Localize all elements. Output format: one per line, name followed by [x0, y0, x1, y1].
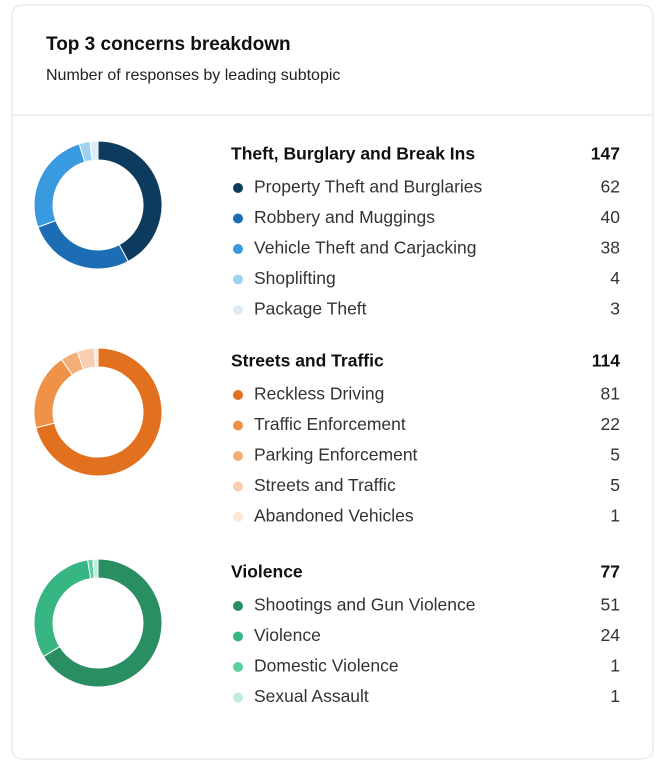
group-title: Streets and Traffic [231, 351, 384, 371]
legend-dot [233, 183, 243, 193]
legend-dot [233, 631, 243, 642]
legend-value: 51 [601, 595, 620, 615]
legend-dot [233, 390, 243, 400]
legend-value: 1 [610, 506, 620, 526]
legend-dot [233, 274, 243, 285]
legend-value: 22 [601, 414, 620, 434]
legend-label: Sexual Assault [254, 686, 369, 706]
legend-label: Shootings and Gun Violence [254, 595, 476, 615]
legend-label: Domestic Violence [254, 656, 399, 676]
donut-segment [42, 558, 163, 688]
donut-segment [92, 558, 99, 579]
legend-dot [233, 420, 243, 431]
group-total: 114 [592, 351, 620, 371]
legend-dot [233, 692, 243, 703]
legend-dot [233, 662, 243, 672]
legend-label: Reckless Driving [254, 384, 384, 404]
legend-dot [233, 512, 243, 522]
legend-value: 1 [610, 656, 620, 676]
legend-value: 24 [601, 625, 621, 645]
legend-value: 4 [610, 268, 620, 288]
legend-label: Streets and Traffic [254, 475, 396, 495]
legend-label: Robbery and Muggings [254, 207, 435, 227]
legend-value: 1 [610, 686, 620, 706]
legend-value: 38 [601, 238, 620, 258]
legend-value: 3 [610, 299, 620, 319]
group-total: 147 [591, 144, 620, 164]
card-border [11, 4, 654, 760]
group-total: 77 [601, 562, 620, 582]
legend-label: Traffic Enforcement [254, 414, 406, 434]
legend-dot [233, 213, 243, 224]
legend-dot [233, 601, 243, 611]
legend-dot [233, 305, 243, 315]
legend-value: 81 [601, 384, 620, 404]
legend-label: Vehicle Theft and Carjacking [254, 238, 476, 258]
legend-label: Abandoned Vehicles [254, 506, 414, 526]
legend-label: Package Theft [254, 299, 367, 319]
legend-dot [233, 244, 243, 254]
legend-label: Property Theft and Burglaries [254, 177, 483, 197]
donut-segment [89, 140, 99, 161]
donut-segment [93, 347, 99, 368]
group-title: Theft, Burglary and Break Ins [231, 144, 475, 164]
legend-value: 5 [610, 445, 620, 465]
legend-label: Parking Enforcement [254, 445, 418, 465]
card-title: Top 3 concerns breakdown [46, 34, 291, 55]
legend-value: 40 [601, 207, 621, 227]
donut-segment [35, 347, 163, 477]
card-subtitle: Number of responses by leading subtopic [46, 67, 340, 84]
legend-value: 62 [601, 177, 620, 197]
legend-dot [233, 451, 243, 461]
legend-value: 5 [610, 475, 620, 495]
legend-label: Violence [254, 625, 321, 645]
group-title: Violence [231, 562, 303, 582]
legend-label: Shoplifting [254, 268, 336, 288]
legend-dot [233, 481, 243, 492]
